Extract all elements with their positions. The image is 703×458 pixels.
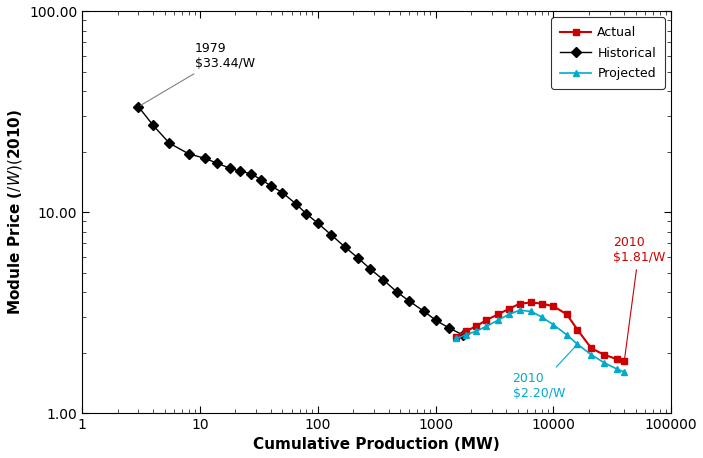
X-axis label: Cumulative Production (MW): Cumulative Production (MW) [253,437,500,453]
Historical [149,123,157,128]
Historical [366,267,375,272]
Historical [213,160,221,166]
Line: Actual: Actual [453,299,628,365]
Actual [613,357,621,362]
Historical [134,104,143,109]
Actual [573,327,581,333]
Historical [327,232,335,238]
Historical [458,332,467,338]
Historical [247,171,255,176]
Actual [494,311,503,317]
Historical [379,277,387,283]
Historical [405,299,413,304]
Historical [266,183,275,189]
Projected [562,332,571,338]
Line: Projected: Projected [453,307,628,376]
Actual [538,301,546,306]
Projected [461,332,470,338]
Actual [482,317,491,323]
Projected [600,360,608,365]
Projected [472,328,480,334]
Actual [516,301,524,306]
Historical [445,325,453,331]
Actual [600,352,608,358]
Historical [314,220,322,226]
Projected [452,336,460,341]
Projected [505,311,513,317]
Historical [236,168,245,174]
Projected [494,317,503,323]
Historical [226,166,234,171]
Actual [549,304,557,309]
Projected [573,342,581,347]
Actual [505,306,513,311]
Actual [562,311,571,317]
Actual [461,328,470,334]
Line: Historical: Historical [135,103,466,338]
Projected [549,322,557,327]
Text: 1979
$33.44/W: 1979 $33.44/W [141,42,254,105]
Historical [200,156,209,161]
Historical [165,141,174,146]
Historical [432,317,440,323]
Projected [527,309,536,314]
Projected [620,369,628,375]
Projected [613,366,621,372]
Historical [292,201,300,207]
Actual [527,300,536,305]
Historical [341,244,349,250]
Historical [302,211,311,217]
Projected [482,324,491,329]
Historical [184,151,193,157]
Historical [257,177,265,182]
Legend: Actual, Historical, Projected: Actual, Historical, Projected [551,17,665,89]
Historical [393,289,401,295]
Projected [538,314,546,320]
Projected [516,307,524,313]
Actual [587,345,595,351]
Y-axis label: Module Price ($/W) ($2010): Module Price ($/W) ($2010) [6,109,24,315]
Text: 2010
$2.20/W: 2010 $2.20/W [512,346,576,400]
Historical [278,190,287,195]
Text: 2010
$1.81/W: 2010 $1.81/W [613,236,665,359]
Projected [587,352,595,358]
Historical [420,309,428,314]
Actual [472,324,480,329]
Actual [452,334,460,339]
Historical [354,256,362,261]
Actual [620,359,628,364]
